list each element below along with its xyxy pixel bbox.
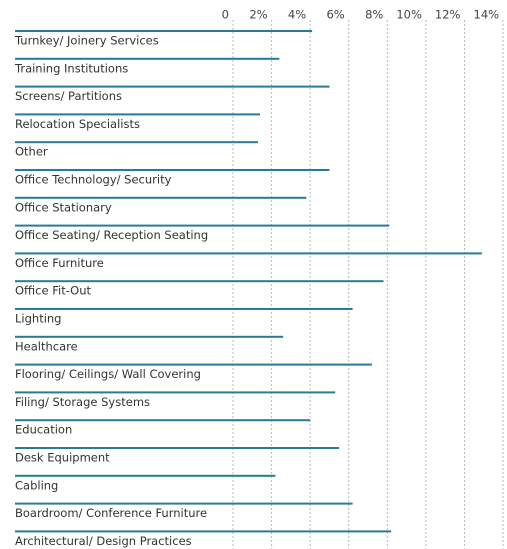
bar: [15, 335, 284, 338]
x-tick-label: 8%: [365, 8, 383, 22]
x-tick-label: 10%: [396, 8, 422, 22]
x-tick-label: 2%: [249, 8, 267, 22]
bar: [15, 391, 336, 394]
bar: [15, 474, 276, 477]
category-label: Office Technology/ Security: [15, 173, 172, 187]
bar: [15, 280, 384, 283]
bar: [15, 502, 353, 505]
category-label: Office Stationary: [15, 200, 112, 214]
category-label: Filing/ Storage Systems: [15, 395, 150, 409]
category-label: Desk Equipment: [15, 451, 110, 465]
category-label: Education: [15, 423, 72, 437]
x-tick-label: 14%: [474, 8, 500, 22]
bar: [15, 85, 330, 88]
bar: [15, 57, 280, 60]
category-label: Flooring/ Ceilings/ Wall Covering: [15, 367, 201, 381]
bar: [15, 30, 313, 32]
bar: [15, 363, 372, 366]
bar: [15, 224, 390, 227]
x-tick-label: 12%: [435, 8, 461, 22]
bar: [15, 113, 260, 116]
x-tick-label: 6%: [326, 8, 344, 22]
category-label: Cabling: [15, 478, 58, 492]
category-label: Office Furniture: [15, 256, 104, 270]
category-label: Boardroom/ Conference Furniture: [15, 506, 207, 520]
category-label: Other: [15, 145, 48, 159]
bar: [15, 308, 353, 310]
category-label: Relocation Specialists: [15, 117, 140, 131]
category-label: Screens/ Partitions: [15, 89, 122, 103]
category-label: Training Institutions: [14, 61, 128, 75]
bar: [15, 169, 330, 171]
bar: [15, 419, 311, 422]
category-label: Turnkey/ Joinery Services: [14, 34, 159, 48]
bar: [15, 447, 340, 449]
category-label: Lighting: [15, 312, 61, 326]
bar: [15, 141, 259, 144]
bar: [15, 196, 307, 199]
category-label: Healthcare: [15, 339, 78, 353]
bar: [15, 252, 482, 255]
x-tick-label: 4%: [288, 8, 306, 22]
category-label: Office Fit-Out: [15, 284, 92, 298]
bar: [15, 530, 392, 533]
x-tick-label: 0: [222, 8, 229, 22]
category-label: Architectural/ Design Practices: [15, 534, 192, 548]
category-label: Office Seating/ Reception Seating: [15, 228, 208, 242]
